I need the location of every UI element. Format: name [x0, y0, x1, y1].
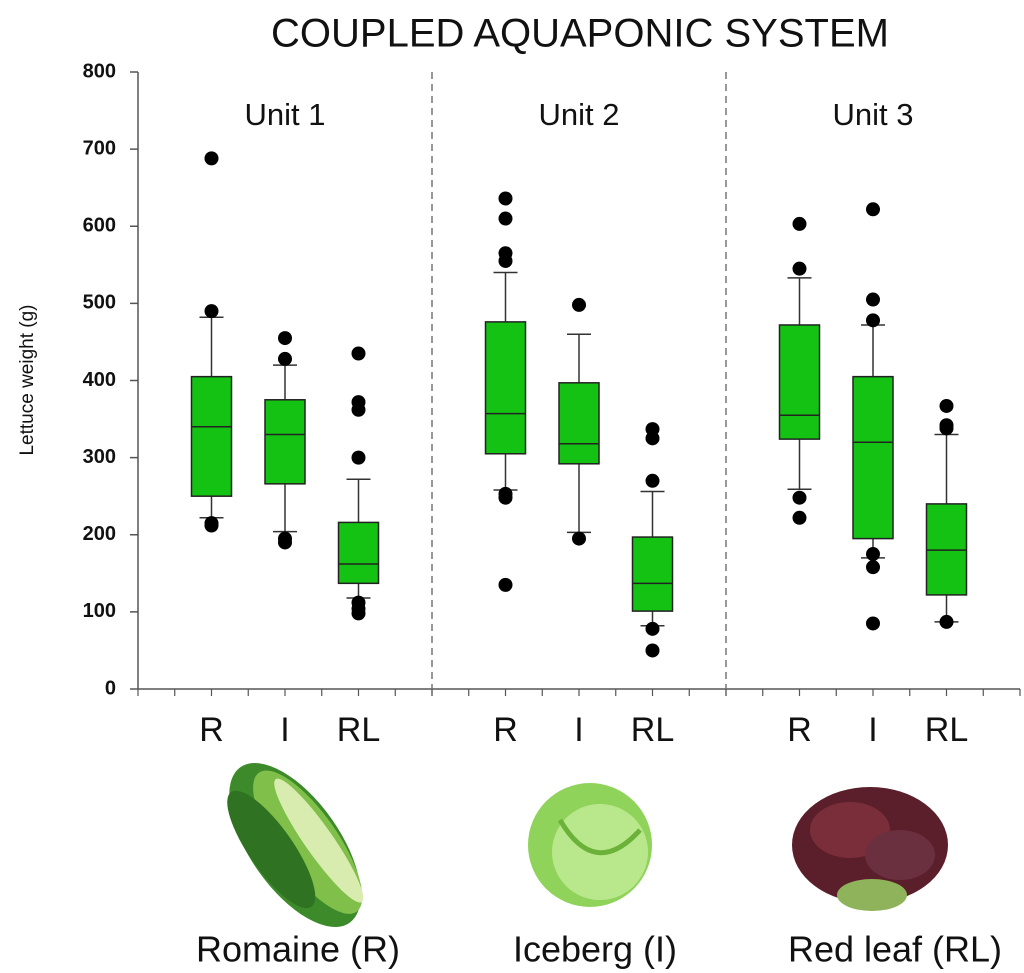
box	[925, 503, 968, 596]
caption: Iceberg (I)	[513, 929, 677, 970]
flier	[792, 216, 807, 231]
flier	[204, 518, 219, 533]
panel-title: Unit 2	[539, 97, 620, 132]
y-tick-label: 100	[83, 600, 116, 622]
box	[631, 536, 674, 612]
flier	[939, 421, 954, 436]
flier	[866, 547, 880, 562]
flier	[278, 331, 292, 346]
flier	[866, 616, 880, 631]
flier	[866, 560, 880, 575]
flier	[572, 531, 586, 546]
flier	[498, 490, 513, 505]
flier	[351, 346, 366, 361]
flier	[498, 191, 513, 206]
x-tick-label: I	[574, 711, 583, 749]
y-axis-label: Lettuce weight (g)	[17, 304, 38, 455]
x-tick-label: RL	[631, 711, 674, 749]
panel-title: Unit 1	[245, 97, 326, 132]
y-tick-label: 200	[83, 523, 116, 545]
flier	[351, 402, 366, 417]
box	[264, 399, 306, 485]
flier	[645, 431, 660, 446]
red-leaf-image	[792, 787, 948, 911]
y-tick-label: 0	[105, 677, 116, 699]
flier	[645, 621, 660, 636]
iceberg-image	[528, 783, 652, 907]
flier	[866, 313, 880, 328]
y-tick-label: 800	[83, 60, 116, 82]
y-tick-label: 700	[83, 137, 116, 159]
box	[190, 375, 233, 497]
box	[484, 321, 527, 455]
flier	[866, 292, 880, 307]
flier	[498, 577, 513, 592]
x-tick-label: I	[280, 711, 289, 749]
y-tick-label: 400	[83, 369, 116, 391]
flier	[278, 535, 292, 550]
flier	[792, 261, 807, 276]
flier	[498, 253, 513, 268]
x-tick-label: R	[199, 711, 224, 749]
lettuce-images	[227, 763, 948, 927]
flier	[351, 450, 366, 465]
flier	[204, 304, 219, 319]
flier	[866, 202, 880, 217]
y-tick-label: 300	[83, 446, 116, 468]
y-tick-label: 600	[83, 215, 116, 237]
flier	[792, 510, 807, 525]
x-tick-label: RL	[925, 711, 968, 749]
x-tick-label: R	[787, 711, 812, 749]
box	[337, 521, 380, 585]
y-tick-label: 500	[83, 292, 116, 314]
panel-title: Unit 3	[833, 97, 914, 132]
flier	[572, 297, 586, 312]
box	[778, 324, 821, 440]
chart-title: COUPLED AQUAPONIC SYSTEM	[271, 12, 889, 56]
flier	[645, 643, 660, 658]
romaine-image	[227, 763, 364, 927]
box	[852, 375, 894, 540]
flier	[939, 614, 954, 629]
flier	[498, 211, 513, 226]
flier	[792, 490, 807, 505]
flier	[204, 151, 219, 166]
flier	[278, 351, 292, 366]
flier	[939, 398, 954, 413]
caption: Red leaf (RL)	[788, 929, 1002, 970]
flier	[645, 473, 660, 488]
x-tick-label: RL	[337, 711, 380, 749]
flier	[351, 606, 366, 621]
x-tick-label: R	[493, 711, 518, 749]
caption: Romaine (R)	[196, 929, 400, 970]
x-tick-label: I	[868, 711, 877, 749]
box	[558, 382, 600, 465]
